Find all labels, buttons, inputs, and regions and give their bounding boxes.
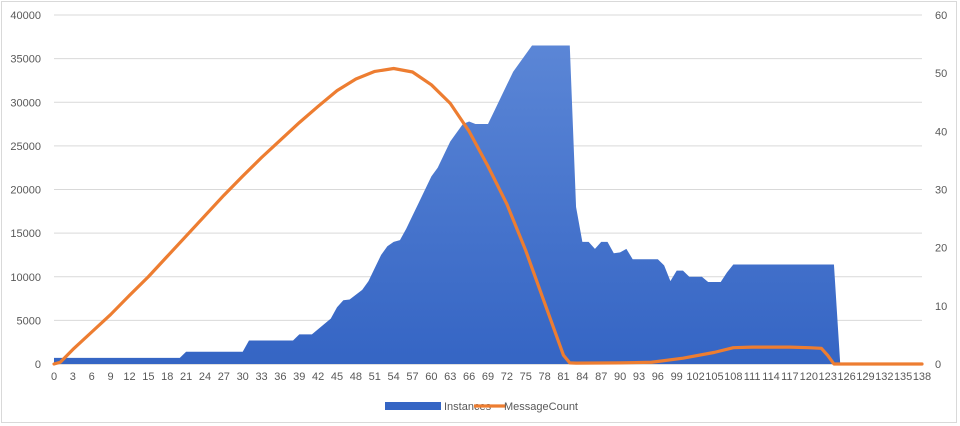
x-tick-label: 96 (652, 371, 664, 383)
x-tick-label: 36 (274, 371, 286, 383)
y-left-tick-label: 35000 (10, 54, 41, 66)
x-tick-label: 42 (312, 371, 324, 383)
x-tick-label: 132 (875, 371, 893, 383)
x-tick-label: 114 (762, 371, 780, 383)
x-tick-label: 99 (671, 371, 683, 383)
legend-swatch-instances (385, 402, 441, 410)
x-tick-label: 81 (557, 371, 569, 383)
legend: Instances MessageCount (385, 401, 578, 413)
x-tick-label: 51 (369, 371, 381, 383)
x-tick-label: 84 (576, 371, 588, 383)
left-axis-ticks: 0 5000 10000 15000 20000 25000 30000 35000 40000 (10, 10, 41, 371)
x-tick-label: 30 (237, 371, 249, 383)
y-left-tick-label: 25000 (10, 141, 41, 153)
x-tick-label: 6 (89, 371, 95, 383)
y-left-tick-label: 20000 (10, 185, 41, 197)
x-tick-label: 69 (482, 371, 494, 383)
x-tick-label: 66 (463, 371, 475, 383)
y-left-tick-label: 30000 (10, 97, 41, 109)
y-right-tick-label: 60 (935, 10, 947, 22)
x-tick-label: 135 (894, 371, 912, 383)
x-tick-label: 111 (744, 371, 761, 383)
x-tick-label: 105 (705, 371, 723, 383)
x-tick-label: 93 (633, 371, 645, 383)
y-right-tick-label: 20 (935, 243, 947, 255)
x-tick-label: 90 (614, 371, 626, 383)
x-tick-label: 72 (501, 371, 513, 383)
legend-label-messagecount: MessageCount (504, 401, 578, 413)
x-tick-label: 123 (818, 371, 836, 383)
x-tick-label: 15 (142, 371, 154, 383)
legend-label-instances: Instances (444, 401, 492, 413)
y-left-tick-label: 10000 (10, 272, 41, 284)
y-right-tick-label: 50 (935, 68, 947, 80)
x-tick-label: 87 (595, 371, 607, 383)
y-left-tick-label: 15000 (10, 228, 41, 240)
x-tick-label: 33 (255, 371, 267, 383)
x-tick-label: 78 (538, 371, 550, 383)
x-axis-ticks: 0 3 6 9 12 15 18 21 24 27 30 33 36 39 42 45 48 51 54 57 60 63… (51, 371, 931, 383)
y-left-tick-label: 5000 (17, 315, 41, 327)
x-tick-label: 117 (781, 371, 799, 383)
x-tick-label: 0 (51, 371, 57, 383)
x-tick-label: 12 (123, 371, 135, 383)
x-tick-label: 3 (70, 371, 76, 383)
x-tick-label: 24 (199, 371, 211, 383)
x-tick-label: 102 (686, 371, 704, 383)
messagecount-line-path (52, 66, 924, 366)
x-tick-label: 126 (837, 371, 855, 383)
right-axis-ticks: 0 10 20 30 40 50 60 (935, 10, 947, 371)
x-tick-label: 39 (293, 371, 305, 383)
x-tick-label: 60 (425, 371, 437, 383)
instances-area (54, 45, 922, 364)
y-right-tick-label: 0 (935, 359, 941, 371)
x-tick-label: 108 (724, 371, 742, 383)
x-tick-label: 45 (331, 371, 343, 383)
x-tick-label: 75 (520, 371, 532, 383)
y-left-tick-label: 0 (35, 359, 41, 371)
x-tick-label: 21 (180, 371, 192, 383)
x-tick-label: 27 (218, 371, 230, 383)
x-tick-label: 129 (856, 371, 874, 383)
x-tick-label: 63 (444, 371, 456, 383)
y-right-tick-label: 40 (935, 126, 947, 138)
y-right-tick-label: 30 (935, 185, 947, 197)
x-tick-label: 57 (406, 371, 418, 383)
messagecount-line (52, 66, 924, 366)
x-tick-label: 48 (350, 371, 362, 383)
x-tick-label: 18 (161, 371, 173, 383)
x-tick-label: 54 (388, 371, 400, 383)
y-right-tick-label: 10 (935, 301, 947, 313)
instances-area-shape (54, 45, 922, 364)
x-tick-label: 120 (800, 371, 818, 383)
x-tick-label: 9 (108, 371, 114, 383)
x-tick-label: 138 (913, 371, 931, 383)
y-left-tick-label: 40000 (10, 10, 41, 22)
